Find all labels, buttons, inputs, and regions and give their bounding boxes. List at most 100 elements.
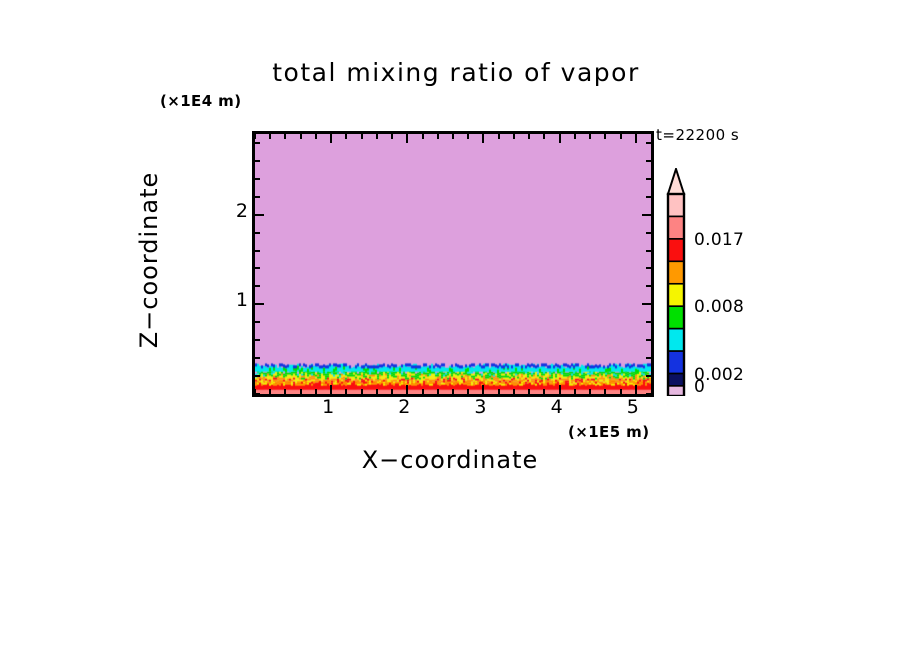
y-minor-tick-right (646, 375, 651, 378)
x-minor-tick-top (604, 134, 607, 139)
y-minor-tick (255, 177, 260, 180)
x-minor-tick-top (467, 134, 470, 139)
colorbar-segment (667, 372, 685, 387)
y-minor-tick-right (646, 285, 651, 288)
x-minor-tick (299, 389, 302, 394)
y-minor-tick (255, 393, 260, 395)
x-minor-tick (452, 389, 454, 394)
x-major-tick (330, 385, 333, 394)
x-minor-tick (375, 389, 378, 394)
time-stamp-label: t=22200 s (656, 126, 740, 144)
y-minor-tick (255, 195, 260, 198)
x-minor-tick (512, 389, 515, 394)
y-minor-tick (255, 285, 260, 288)
colorbar-segment (667, 282, 685, 308)
y-axis-title: Z−coordinate (135, 171, 163, 349)
x-minor-tick (436, 389, 439, 394)
colorbar-segment (667, 260, 685, 285)
x-minor-tick (345, 389, 348, 394)
x-major-tick-top (558, 134, 561, 143)
y-axis-unit-label: (×1E4 m) (160, 92, 242, 110)
x-minor-tick-top (619, 134, 622, 139)
y-tick-label: 2 (235, 199, 248, 222)
x-minor-tick (269, 389, 272, 394)
colorbar (665, 168, 687, 396)
x-minor-tick-top (452, 134, 454, 139)
x-minor-tick-top (421, 134, 424, 139)
x-minor-tick (284, 389, 287, 394)
y-minor-tick-right (646, 339, 651, 342)
x-minor-tick (619, 389, 622, 394)
plot-area (252, 131, 654, 397)
colorbar-tick-label: 0.008 (694, 297, 745, 318)
colorbar-tick-label: 0.002 (694, 364, 745, 385)
y-minor-tick (255, 159, 260, 162)
x-minor-tick (543, 389, 546, 394)
x-major-tick (558, 385, 561, 394)
y-minor-tick (255, 141, 260, 144)
x-minor-tick (528, 389, 531, 394)
x-minor-tick-top (512, 134, 515, 139)
x-axis-title: X−coordinate (361, 446, 539, 474)
x-tick-label: 1 (322, 396, 335, 418)
x-major-tick (482, 385, 485, 394)
y-minor-tick-right (646, 267, 651, 270)
colorbar-segment (667, 215, 685, 240)
y-minor-tick-right (646, 159, 651, 162)
x-tick-label: 4 (550, 396, 563, 418)
x-minor-tick-top (314, 134, 317, 139)
x-minor-tick-top (375, 134, 378, 139)
page-title: total mixing ratio of vapor (272, 58, 640, 87)
x-minor-tick-top (391, 134, 394, 139)
heatmap-canvas (255, 134, 651, 394)
x-minor-tick-top (299, 134, 302, 139)
colorbar-tick-label: 0 (694, 376, 706, 397)
x-axis-unit-label: (×1E5 m) (568, 423, 650, 441)
x-minor-tick-top (543, 134, 546, 139)
y-minor-tick (255, 231, 260, 234)
x-minor-tick-top (345, 134, 348, 139)
x-tick-label: 2 (398, 396, 411, 418)
colorbar-segment (667, 327, 685, 352)
y-minor-tick (255, 321, 260, 324)
x-minor-tick-top (436, 134, 439, 139)
x-major-tick-top (330, 134, 333, 143)
colorbar-segment (667, 193, 685, 218)
y-minor-tick (255, 249, 260, 252)
x-major-tick-top (482, 134, 485, 143)
x-minor-tick (254, 389, 256, 394)
colorbar-segment (667, 385, 685, 396)
x-minor-tick-top (269, 134, 272, 139)
y-minor-tick (255, 339, 260, 342)
x-minor-tick (391, 389, 394, 394)
y-minor-tick-right (646, 141, 651, 144)
x-minor-tick (360, 389, 363, 394)
x-minor-tick-top (589, 134, 592, 139)
x-minor-tick-top (573, 134, 576, 139)
y-minor-tick-right (646, 177, 651, 180)
x-minor-tick-top (360, 134, 363, 139)
y-minor-tick (255, 375, 260, 378)
colorbar-svg (666, 168, 686, 396)
y-minor-tick-right (646, 195, 651, 198)
y-minor-tick (255, 357, 260, 360)
y-minor-tick (255, 267, 260, 270)
x-major-tick-top (406, 134, 409, 143)
x-minor-tick (604, 389, 607, 394)
y-minor-tick-right (646, 393, 651, 395)
y-minor-tick-right (646, 231, 651, 234)
y-minor-tick-right (646, 321, 651, 324)
x-major-tick-top (634, 134, 637, 143)
colorbar-segment (667, 350, 685, 375)
x-minor-tick (467, 389, 470, 394)
x-minor-tick (314, 389, 317, 394)
y-major-tick (255, 213, 264, 216)
y-tick-label: 1 (235, 289, 248, 312)
y-major-tick-right (642, 303, 651, 306)
x-minor-tick (573, 389, 576, 394)
y-major-tick (255, 303, 264, 306)
x-minor-tick-top (497, 134, 500, 139)
x-minor-tick-top (528, 134, 531, 139)
x-minor-tick (497, 389, 500, 394)
x-minor-tick-top (284, 134, 287, 139)
